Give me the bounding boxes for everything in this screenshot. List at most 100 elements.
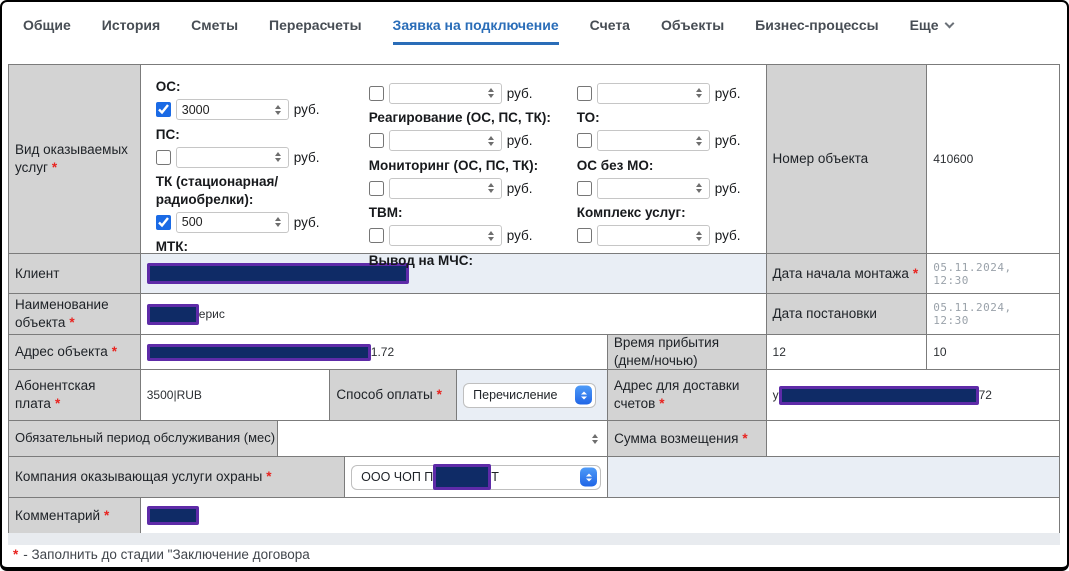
redaction-bar — [146, 506, 199, 525]
required-marker: * — [912, 265, 919, 281]
object-number-value: 410600 — [927, 65, 1059, 254]
required-marker: * — [742, 430, 748, 446]
stepper-icon — [485, 88, 498, 98]
comment-value — [140, 498, 1059, 534]
mtk-label: МТК: — [155, 239, 188, 255]
select-stepper-icon — [575, 385, 593, 405]
tvm-checkbox[interactable] — [368, 228, 384, 244]
table-bottom-band — [8, 533, 1060, 545]
arrival-time-night-value: 10 — [927, 335, 1059, 370]
monitoring-amount-input[interactable] — [388, 177, 502, 199]
tab-biznes-processy[interactable]: Бизнес-процессы — [755, 17, 879, 33]
comment-label: Комментарий * — [9, 498, 141, 534]
services-column-3: руб. ТО: руб. ОС без МО: — [576, 73, 769, 251]
os-bez-mo-amount-input[interactable] — [596, 177, 710, 199]
required-marker: * — [69, 315, 75, 330]
tvm-amount-input[interactable] — [388, 225, 502, 247]
stepper-icon — [485, 230, 498, 241]
mandatory-period-input[interactable] — [278, 421, 609, 457]
stepper-icon — [693, 135, 706, 146]
tab-eshche[interactable]: Еще — [910, 17, 954, 42]
billing-address-label: Адрес для доставки счетов * — [607, 370, 767, 421]
kompleks-checkbox[interactable] — [576, 228, 592, 244]
install-start-label: Дата начала монтажа * — [766, 254, 928, 294]
arrival-time-label: Время прибытия (днем/ночью) — [607, 335, 767, 370]
footnote-text: - Заполнить до стадии "Заключение догово… — [23, 547, 310, 562]
chevron-down-icon — [944, 18, 954, 28]
to-checkbox[interactable] — [576, 133, 592, 149]
tab-smety[interactable]: Сметы — [191, 17, 239, 33]
required-marker: * — [13, 547, 19, 562]
billing-address-value: у 72 — [766, 370, 1059, 421]
mchs-checkbox[interactable] — [576, 85, 592, 101]
object-address-row: Адрес объекта * 1.72 Время прибытия (днем… — [9, 335, 1059, 370]
os-label: ОС: — [155, 79, 181, 94]
tk-checkbox[interactable] — [155, 214, 171, 230]
mchs-label: Вывод на МЧС: — [368, 252, 473, 268]
ps-checkbox[interactable] — [155, 149, 171, 165]
monitoring-checkbox[interactable] — [368, 180, 384, 196]
connection-request-form: Вид оказываемых услуг* ОС: руб. ПС: — [8, 64, 1060, 534]
services-grid: ОС: руб. ПС: руб. — [140, 65, 769, 268]
services-column-2: руб. Реагирование (ОС, ПС, ТК): руб. Мон… — [368, 73, 571, 271]
tab-obekty[interactable]: Объекты — [660, 17, 725, 33]
mandatory-period-row: Обязательный период обслуживания (мес)* … — [9, 421, 1059, 457]
compensation-label: Сумма возмещения * — [608, 421, 767, 457]
currency-label: руб. — [714, 133, 741, 149]
object-name-value: ерис — [140, 294, 767, 335]
tab-zayavka-na-podklyuchenie[interactable]: Заявка на подключение — [392, 17, 559, 45]
to-amount-input[interactable] — [596, 130, 710, 152]
tab-scheta[interactable]: Счета — [589, 17, 630, 33]
mtk-amount-input[interactable] — [388, 82, 502, 104]
mandatory-period-label: Обязательный период обслуживания (мес)* — [9, 421, 284, 457]
currency-label: руб. — [293, 214, 320, 230]
tab-istoriya[interactable]: История — [101, 17, 161, 33]
reaction-checkbox[interactable] — [368, 133, 384, 149]
subscription-fee-row: Абонентская плата * 3500|RUB Способ оплат… — [9, 370, 1059, 421]
security-company-empty-cell — [608, 457, 1059, 498]
reaction-amount-input[interactable] — [388, 130, 502, 152]
currency-label: руб. — [506, 133, 533, 149]
mchs-amount-input[interactable] — [596, 82, 710, 104]
required-marker: * — [104, 507, 110, 523]
client-value — [140, 254, 767, 294]
required-marker: * — [54, 396, 61, 411]
required-marker: * — [659, 396, 665, 411]
stepper-icon — [272, 104, 285, 115]
security-company-label: Компания оказывающая услуги охраны * — [9, 457, 346, 498]
tab-bar: Общие История Сметы Перерасчеты Заявка н… — [23, 17, 954, 45]
currency-label: руб. — [714, 85, 741, 101]
to-label: ТО: — [576, 110, 600, 125]
required-marker: * — [111, 344, 117, 360]
kompleks-amount-input[interactable] — [596, 225, 710, 247]
reaction-label: Реагирование (ОС, ПС, ТК): — [368, 110, 551, 125]
tk-amount-input[interactable] — [175, 211, 289, 233]
mtk-checkbox[interactable] — [368, 85, 384, 101]
os-amount-input[interactable] — [175, 99, 289, 121]
security-company-row: Компания оказывающая услуги охраны * ООО … — [9, 457, 1059, 498]
ps-label: ПС: — [155, 126, 180, 142]
payment-method-label: Способ оплаты * — [330, 370, 458, 421]
os-bez-mo-checkbox[interactable] — [576, 180, 592, 196]
payment-method-select[interactable]: Перечисление — [463, 382, 597, 408]
required-marker: * — [51, 160, 58, 175]
setup-date-value: 05.11.2024, 12:30 — [927, 294, 1059, 335]
ps-amount-input[interactable] — [175, 146, 289, 168]
tk-label: ТК (стационарная/радиобрелки): — [155, 174, 279, 207]
redaction-bar — [778, 385, 979, 405]
stepper-icon — [485, 183, 498, 194]
tab-pereraschety[interactable]: Перерасчеты — [269, 17, 362, 33]
client-row: Клиент Дата начала монтажа * 05.11.2024, … — [9, 254, 1059, 294]
os-checkbox[interactable] — [155, 102, 171, 118]
redaction-bar — [146, 343, 371, 361]
object-name-row: Наименование объекта * ерис Дата постанов… — [9, 294, 1059, 335]
required-marker: * — [436, 387, 442, 403]
install-start-value: 05.11.2024, 12:30 — [927, 254, 1059, 294]
kompleks-label: Комплекс услуг: — [576, 205, 686, 221]
tab-obshchie[interactable]: Общие — [23, 17, 71, 33]
redaction-bar — [146, 263, 409, 284]
stepper-icon — [693, 183, 706, 194]
stepper-icon — [485, 135, 498, 146]
